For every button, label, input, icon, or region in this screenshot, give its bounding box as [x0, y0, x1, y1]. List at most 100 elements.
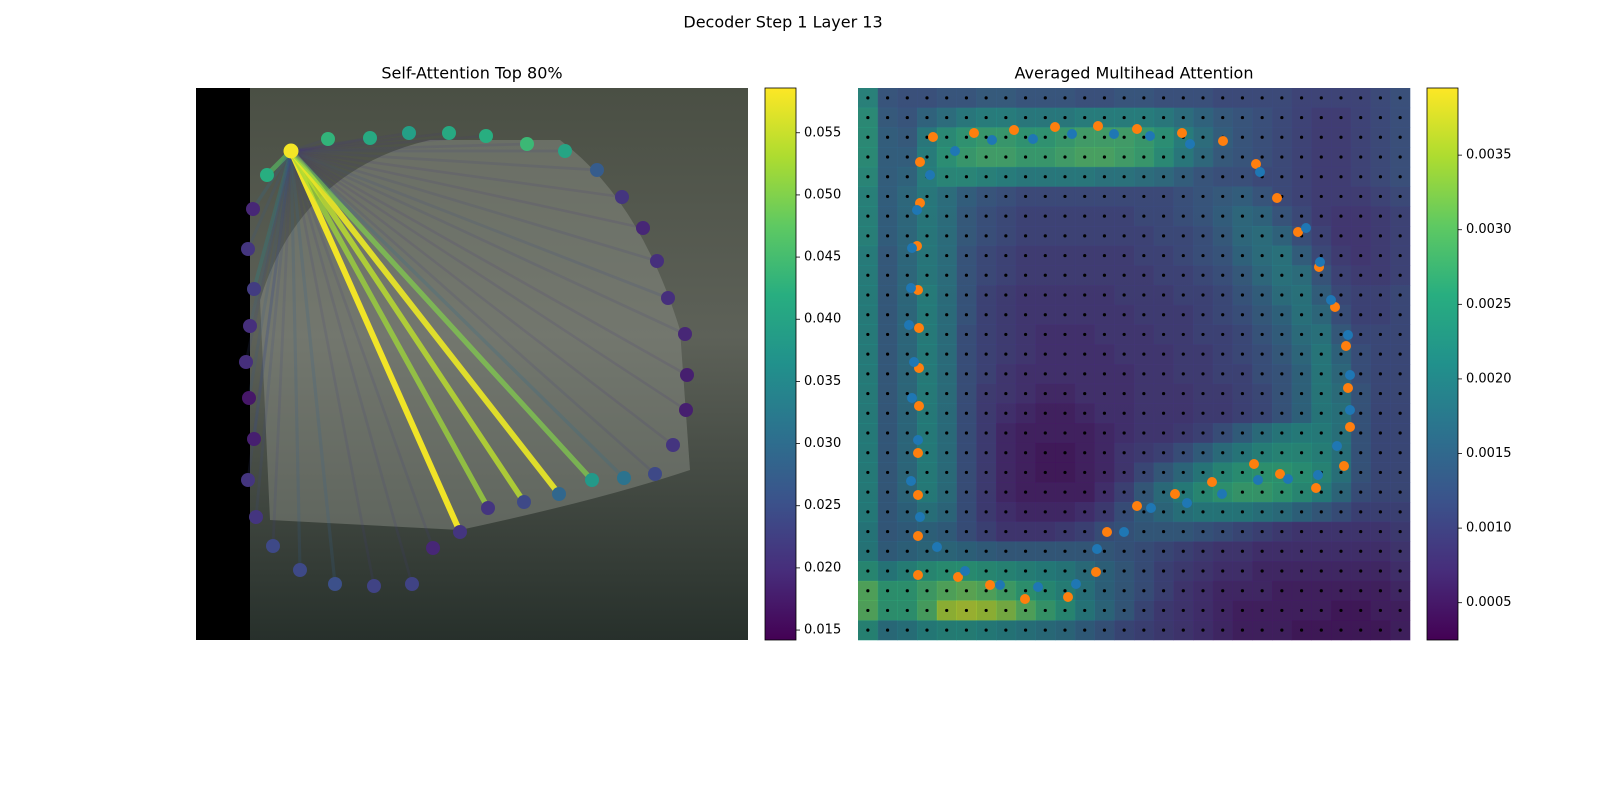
- sample-dot: [1398, 135, 1402, 139]
- colorbar-tick-label: 0.0010: [1466, 521, 1512, 536]
- sample-dot: [1260, 589, 1264, 593]
- sample-dot: [1063, 273, 1067, 277]
- sample-dot: [945, 569, 949, 573]
- sample-dot: [1161, 135, 1166, 139]
- sample-dot: [1299, 96, 1304, 100]
- keypoint: [1255, 167, 1265, 177]
- sample-dot: [1142, 628, 1146, 632]
- attention-link: [289, 149, 376, 588]
- sample-dot: [1339, 608, 1343, 613]
- sample-dot: [905, 332, 909, 337]
- attention-link: [252, 149, 293, 291]
- sample-dot: [1142, 529, 1146, 534]
- query-point: [247, 282, 261, 296]
- sample-dot: [1181, 589, 1185, 593]
- sample-dot: [964, 96, 969, 100]
- sample-dot: [1221, 115, 1225, 120]
- keypoint: [1185, 139, 1195, 149]
- keypoint: [1345, 370, 1355, 380]
- colorbar: [1426, 87, 1459, 641]
- sample-dot: [1063, 332, 1067, 337]
- sample-dot: [984, 411, 988, 415]
- sample-dot: [1102, 470, 1107, 475]
- keypoint: [907, 393, 917, 403]
- sample-dot: [1221, 589, 1225, 593]
- sample-dot: [1240, 175, 1245, 179]
- sample-dot: [1319, 391, 1323, 396]
- attention-link: [288, 148, 491, 511]
- sample-dot: [1023, 135, 1028, 139]
- sample-dot: [1181, 293, 1185, 297]
- query-point: [648, 467, 662, 481]
- sample-dot: [1378, 135, 1383, 139]
- sample-dot: [1063, 155, 1067, 159]
- sample-dot: [1299, 451, 1304, 455]
- sample-dot: [1043, 490, 1047, 494]
- sample-dot: [984, 628, 988, 632]
- sample-dot: [1004, 155, 1008, 159]
- sample-dot: [1181, 313, 1185, 317]
- sample-dot: [1023, 115, 1028, 120]
- sample-dot: [964, 372, 969, 376]
- sample-dot: [945, 253, 949, 258]
- sample-dot: [964, 589, 969, 593]
- sample-dot: [1359, 194, 1363, 199]
- sample-dot: [1260, 431, 1264, 435]
- sample-dot: [1004, 391, 1008, 396]
- sample-dot: [1063, 569, 1067, 573]
- sample-dot: [1181, 194, 1185, 199]
- sample-dot: [945, 352, 949, 356]
- sample-dot: [1221, 352, 1225, 356]
- sample-dot: [1142, 411, 1146, 415]
- sample-dot: [1181, 490, 1185, 494]
- sample-dot: [1398, 628, 1402, 632]
- sample-dot: [1043, 175, 1047, 179]
- sample-dot: [1083, 332, 1087, 337]
- sample-dot: [1122, 451, 1126, 455]
- sample-dot: [945, 529, 949, 534]
- attention-link: [289, 149, 337, 586]
- sample-dot: [925, 589, 929, 593]
- keypoint: [1343, 330, 1353, 340]
- sample-dot: [1260, 135, 1264, 139]
- sample-dot: [1142, 608, 1146, 613]
- sample-dot: [1083, 569, 1087, 573]
- query-point: [239, 355, 253, 369]
- sample-dot: [925, 451, 929, 455]
- sample-dot: [1398, 155, 1402, 159]
- sample-dot: [1378, 529, 1383, 534]
- sample-dot: [1221, 372, 1225, 376]
- sample-dot: [1319, 352, 1323, 356]
- sample-dot: [885, 391, 890, 396]
- sample-dot: [1102, 273, 1107, 277]
- sample-dot: [1339, 431, 1343, 435]
- sample-dot: [1319, 589, 1323, 593]
- query-point: [260, 168, 274, 182]
- sample-dot: [1181, 549, 1185, 553]
- source-point: [283, 143, 299, 159]
- panels: Self-Attention Top 80% 0.015 0.020 0.025 0.0…: [239, 64, 1512, 641]
- sample-dot: [925, 332, 929, 337]
- sample-dot: [945, 608, 949, 613]
- query-point: [481, 501, 495, 515]
- sample-dot: [885, 175, 890, 179]
- sample-dot: [964, 431, 969, 435]
- keypoint: [1249, 459, 1259, 469]
- sample-dot: [1083, 253, 1087, 258]
- sample-dot: [1122, 175, 1126, 179]
- sample-dot: [1240, 155, 1245, 159]
- sample-dot: [1221, 549, 1225, 553]
- attention-link: [289, 149, 675, 447]
- sample-dot: [1142, 549, 1146, 553]
- sample-dot: [1201, 234, 1205, 238]
- attention-link: [288, 148, 527, 505]
- sample-dot: [945, 194, 949, 199]
- sample-dot: [984, 313, 988, 317]
- attention-link: [247, 149, 293, 400]
- sample-dot: [1142, 332, 1146, 337]
- sample-dot: [1398, 115, 1402, 120]
- sample-dot: [1063, 194, 1067, 199]
- sample-dot: [1339, 214, 1343, 218]
- sample-dot: [885, 431, 890, 435]
- sample-dot: [1240, 115, 1245, 120]
